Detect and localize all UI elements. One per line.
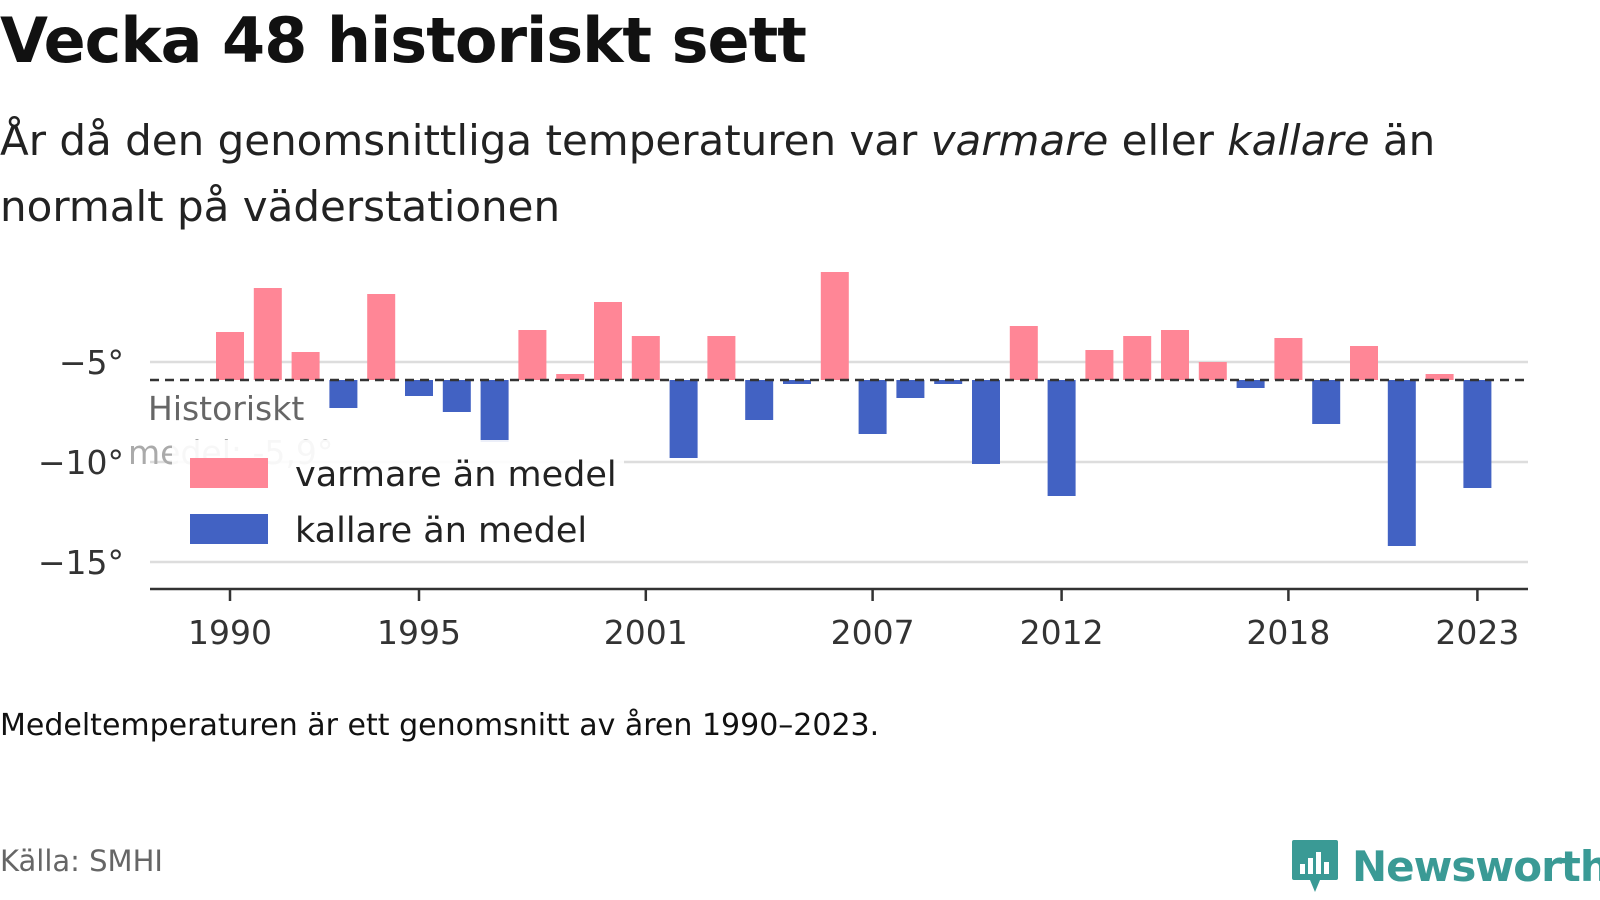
bar-warm-2001 xyxy=(631,336,660,380)
x-tick-label: 1990 xyxy=(188,613,272,652)
bar-cold-2019 xyxy=(1312,380,1341,424)
y-axis-labels: −5° −10° −15° xyxy=(38,343,124,582)
bar-warm-2013 xyxy=(1085,350,1114,380)
newsworthy-logo-icon xyxy=(1292,840,1338,892)
x-axis: 1990 1995 2001 2007 2012 2018 2023 xyxy=(150,587,1528,652)
bar-warm-1991 xyxy=(253,288,282,380)
bar-warm-2014 xyxy=(1123,336,1152,380)
legend-label-0: varmare än medel xyxy=(295,455,617,495)
subtitle-warm-word: varmare xyxy=(930,116,1109,165)
x-tick-label: 2018 xyxy=(1246,613,1330,652)
bar-warm-2020 xyxy=(1350,346,1378,380)
y-tick-label: −15° xyxy=(38,543,124,582)
bar-cold-2009 xyxy=(934,380,963,384)
bar-warm-2022 xyxy=(1425,374,1454,380)
x-tick-label: 2007 xyxy=(831,613,915,652)
source-label: Källa: SMHI xyxy=(0,844,163,878)
legend: varmare än medel kallare än medel xyxy=(172,440,624,558)
bar-warm-1999 xyxy=(556,374,585,380)
brand-name: Newsworthy xyxy=(1352,841,1600,891)
bar-warm-1998 xyxy=(518,330,547,380)
bar-warm-2015 xyxy=(1161,330,1189,380)
bar-cold-2023 xyxy=(1463,380,1492,488)
bar-cold-2017 xyxy=(1236,380,1265,388)
footnote: Medeltemperaturen är ett genomsnitt av å… xyxy=(0,708,880,743)
bar-warm-1992 xyxy=(291,352,320,380)
bar-cold-2010 xyxy=(972,380,1000,464)
bar-cold-2002 xyxy=(669,380,698,458)
subtitle-text-3: än normalt på väderstationen xyxy=(0,116,1436,231)
bar-warm-2006 xyxy=(820,272,849,380)
bar-cold-1993 xyxy=(329,380,358,408)
bar-warm-1990 xyxy=(216,332,244,380)
page-subtitle: År då den genomsnittliga temperaturen va… xyxy=(0,108,1540,240)
bar-cold-1996 xyxy=(442,380,471,412)
subtitle-text-2: eller xyxy=(1108,116,1228,165)
legend-swatch-0 xyxy=(190,458,268,488)
bars xyxy=(216,272,1492,546)
bar-cold-2005 xyxy=(783,380,811,384)
baseline-label-line1: Historiskt xyxy=(148,389,304,428)
bar-cold-2004 xyxy=(745,380,774,420)
subtitle-cold-word: kallare xyxy=(1227,116,1370,165)
bar-warm-2000 xyxy=(594,302,622,380)
temperature-bar-chart: Historisktmedel: -5,9° 19901995200120072… xyxy=(38,272,1528,652)
page-title: Vecka 48 historiskt sett xyxy=(0,4,807,77)
bar-cold-2007 xyxy=(858,380,887,434)
bar-warm-1994 xyxy=(367,294,396,380)
bar-cold-1995 xyxy=(405,380,433,396)
bar-warm-2003 xyxy=(707,336,736,380)
bar-warm-2018 xyxy=(1274,338,1303,380)
bar-warm-2011 xyxy=(1009,326,1038,380)
legend-swatch-1 xyxy=(190,514,268,544)
bar-cold-2012 xyxy=(1047,380,1076,496)
legend-label-1: kallare än medel xyxy=(295,511,587,551)
x-tick-label: 2023 xyxy=(1435,613,1519,652)
y-tick-label: −10° xyxy=(38,443,124,482)
brand-logo: Newsworthy xyxy=(1290,838,1600,894)
x-tick-label: 1995 xyxy=(377,613,461,652)
bar-warm-2016 xyxy=(1198,362,1227,380)
bar-cold-1997 xyxy=(480,380,509,442)
bar-cold-2008 xyxy=(896,380,925,398)
x-tick-label: 2001 xyxy=(604,613,688,652)
x-tick-label: 2012 xyxy=(1020,613,1104,652)
y-tick-label: −5° xyxy=(59,343,124,382)
bar-cold-2021 xyxy=(1387,380,1416,546)
subtitle-text-1: År då den genomsnittliga temperaturen va… xyxy=(0,116,931,165)
